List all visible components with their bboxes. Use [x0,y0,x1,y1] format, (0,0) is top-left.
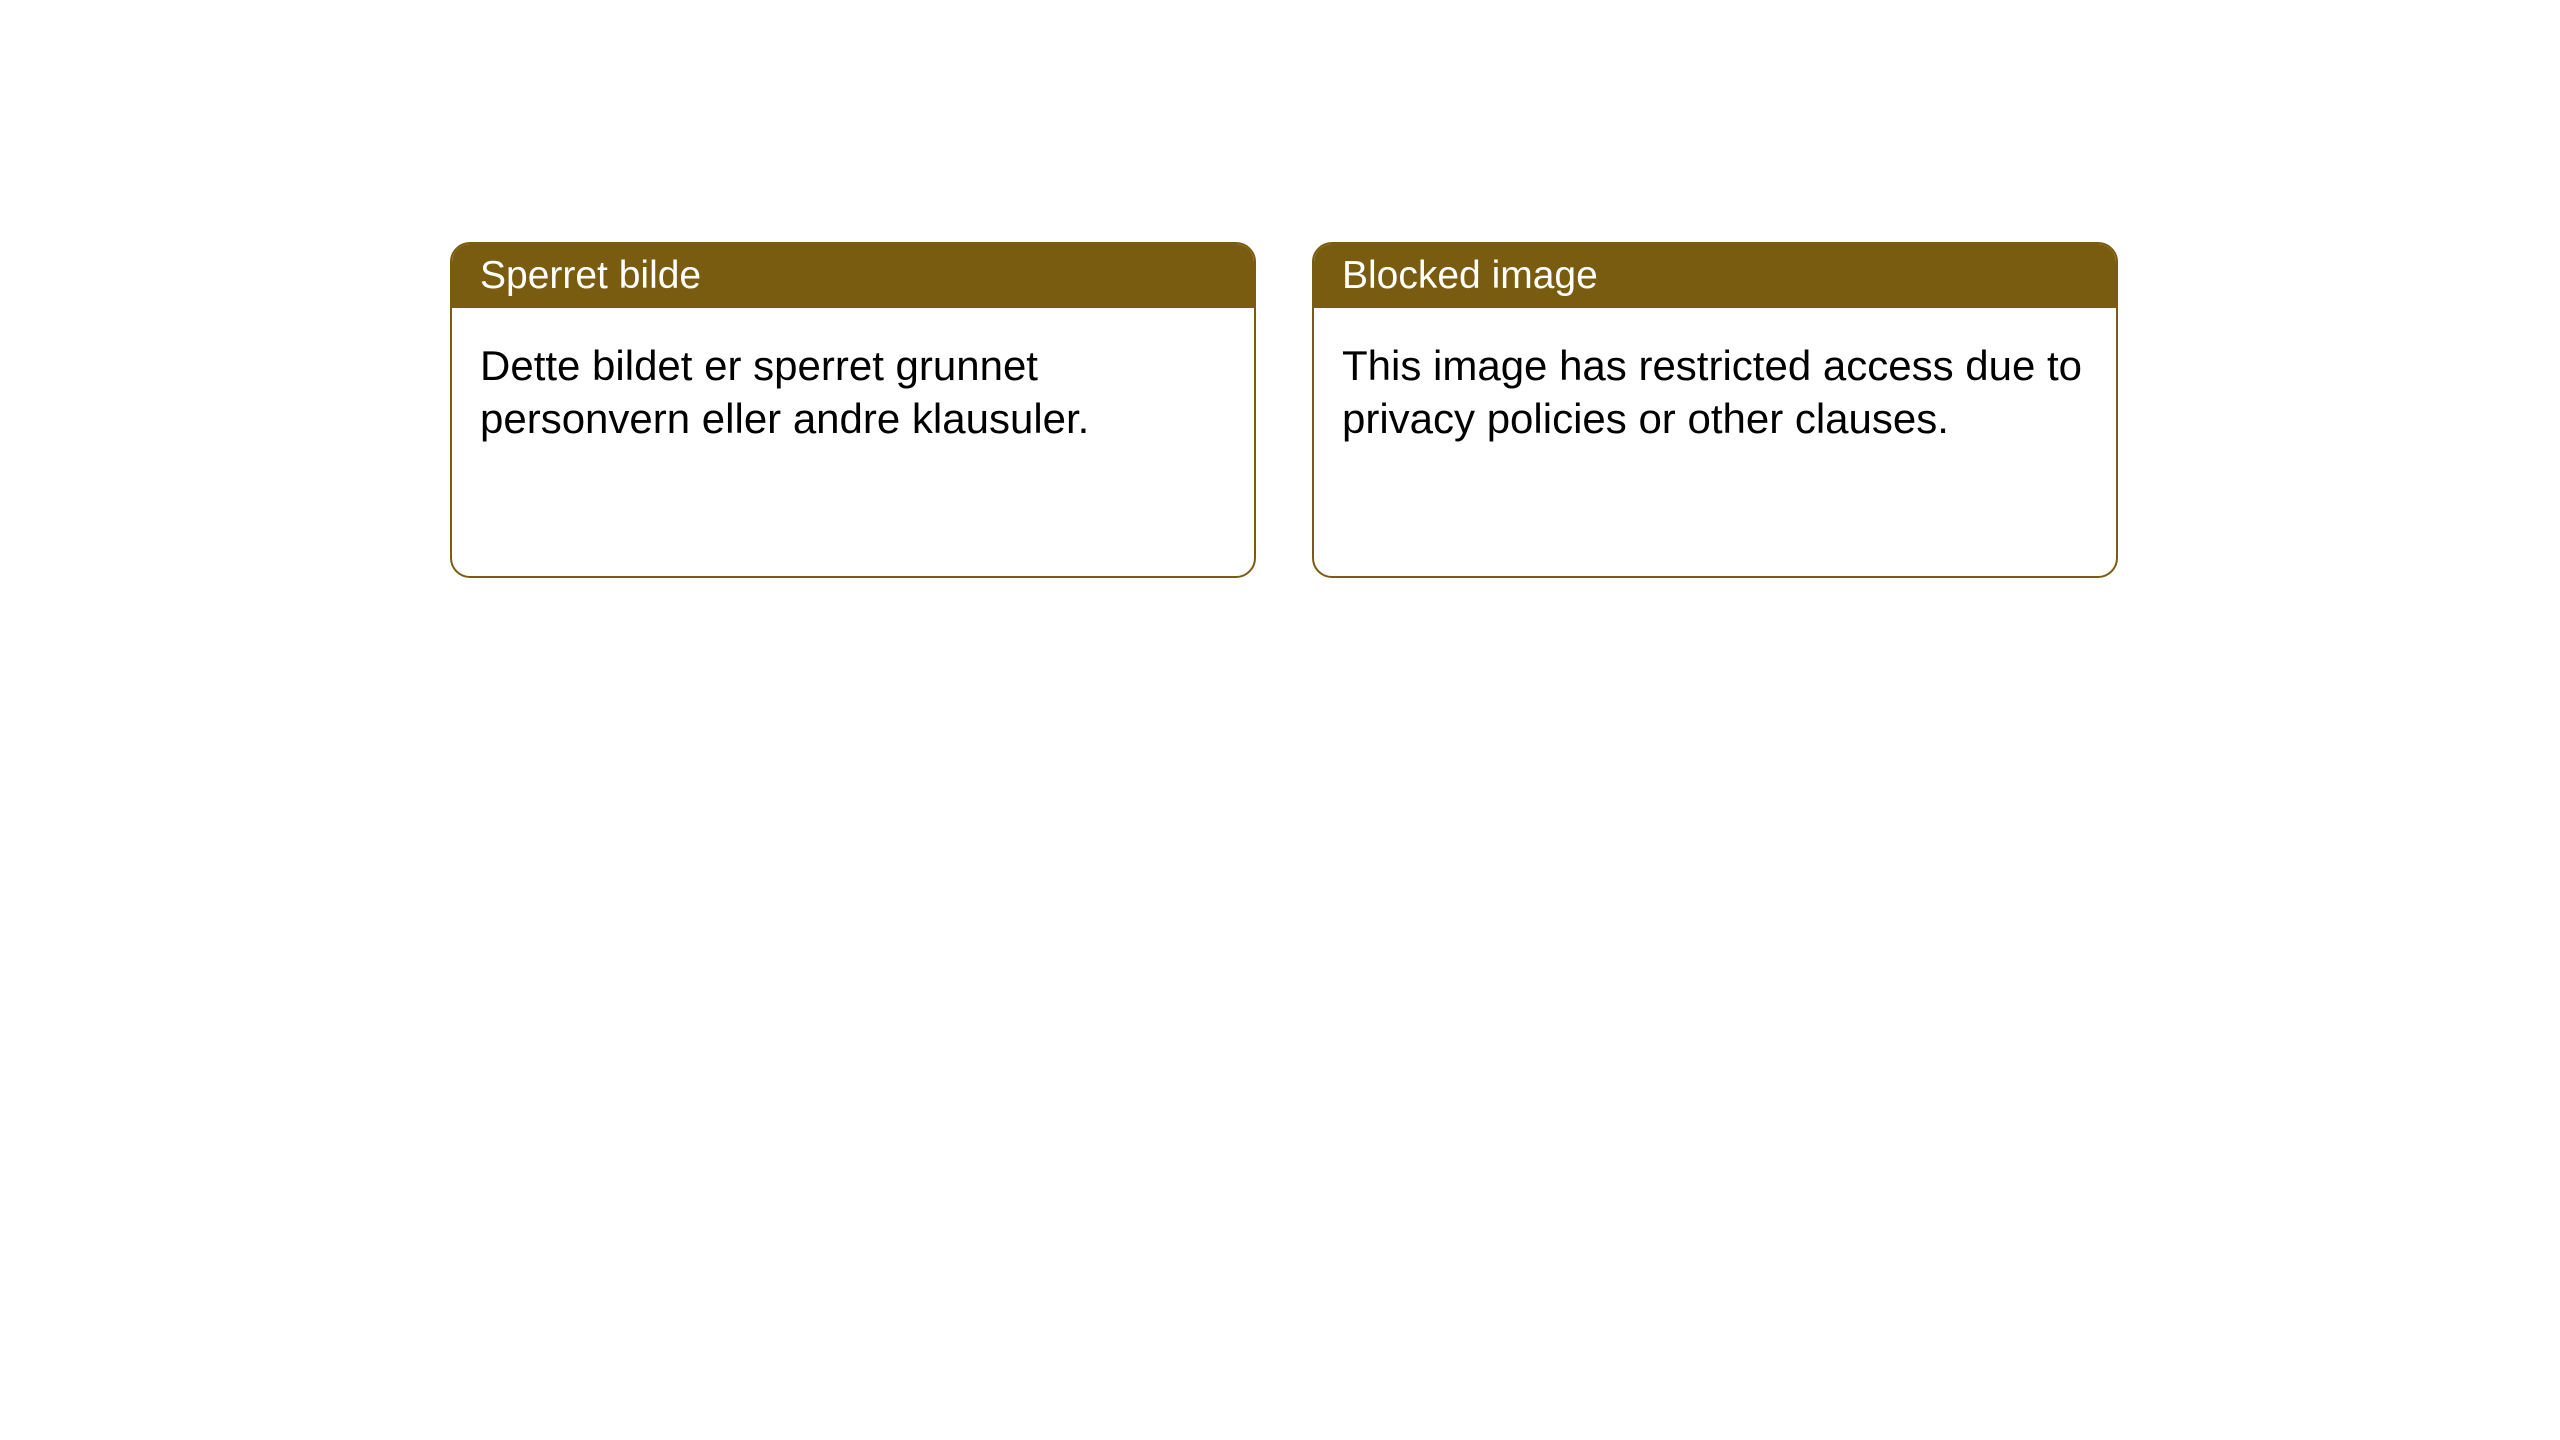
notice-header: Sperret bilde [452,244,1254,308]
notice-body: This image has restricted access due to … [1314,308,2116,477]
notice-container: Sperret bilde Dette bildet er sperret gr… [0,0,2560,578]
notice-body-text: This image has restricted access due to … [1342,342,2082,442]
notice-body: Dette bildet er sperret grunnet personve… [452,308,1254,477]
notice-body-text: Dette bildet er sperret grunnet personve… [480,342,1089,442]
notice-title: Blocked image [1342,254,1598,297]
notice-header: Blocked image [1314,244,2116,308]
notice-box-english: Blocked image This image has restricted … [1312,242,2118,578]
notice-title: Sperret bilde [480,254,701,297]
notice-box-norwegian: Sperret bilde Dette bildet er sperret gr… [450,242,1256,578]
